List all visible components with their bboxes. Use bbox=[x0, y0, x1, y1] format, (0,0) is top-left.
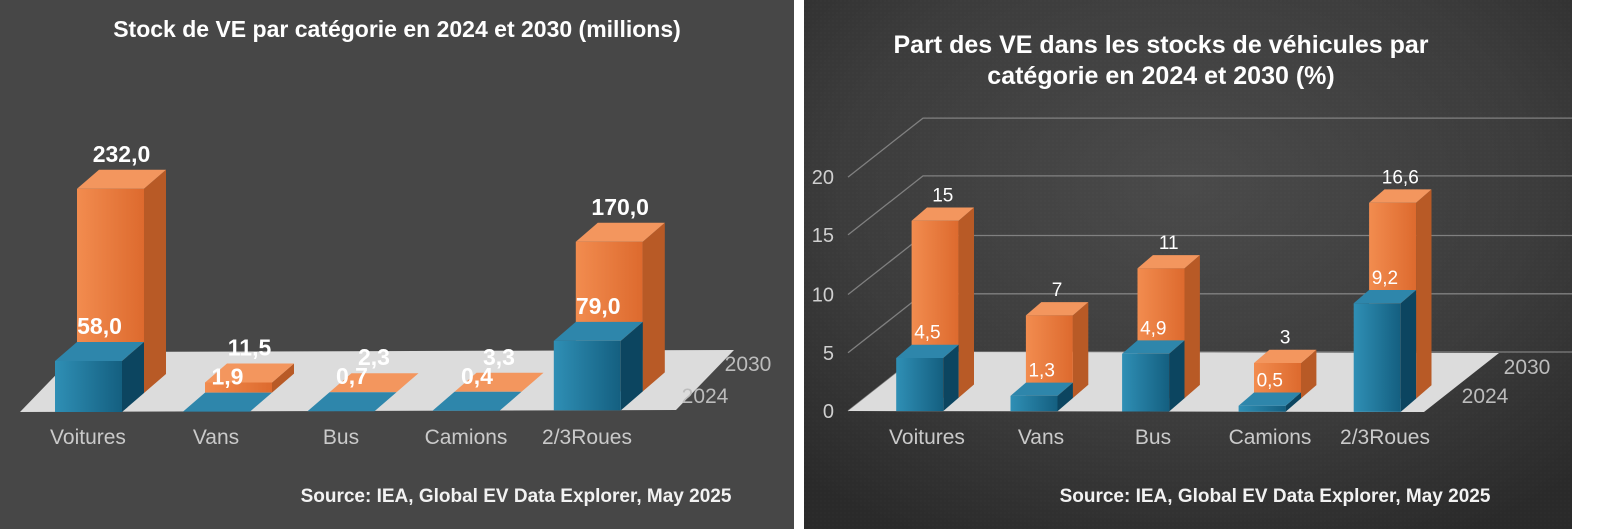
svg-text:5: 5 bbox=[823, 343, 834, 365]
svg-text:0,5: 0,5 bbox=[1257, 371, 1283, 392]
svg-text:1,9: 1,9 bbox=[212, 364, 244, 390]
svg-text:2/3Roues: 2/3Roues bbox=[542, 426, 632, 449]
svg-text:Part des VE dans les stocks de: Part des VE dans les stocks de véhicules… bbox=[894, 31, 1429, 59]
svg-text:1,3: 1,3 bbox=[1028, 361, 1054, 382]
svg-text:Source: IEA, Global EV Data Ex: Source: IEA, Global EV Data Explorer, Ma… bbox=[301, 486, 732, 507]
svg-text:58,0: 58,0 bbox=[77, 313, 122, 339]
svg-text:0,7: 0,7 bbox=[336, 363, 368, 389]
svg-text:11: 11 bbox=[1159, 233, 1179, 254]
svg-text:11,5: 11,5 bbox=[228, 335, 272, 361]
svg-text:Camions: Camions bbox=[425, 426, 508, 449]
svg-text:15: 15 bbox=[932, 186, 953, 207]
svg-text:2024: 2024 bbox=[682, 385, 729, 408]
svg-text:10: 10 bbox=[812, 285, 834, 307]
svg-text:2024: 2024 bbox=[1462, 385, 1509, 408]
svg-text:4,9: 4,9 bbox=[1140, 318, 1166, 339]
svg-text:232,0: 232,0 bbox=[93, 141, 151, 167]
svg-text:7: 7 bbox=[1052, 280, 1063, 301]
svg-text:Voitures: Voitures bbox=[889, 426, 965, 449]
svg-text:9,2: 9,2 bbox=[1372, 268, 1398, 289]
svg-text:Source: IEA, Global EV Data Ex: Source: IEA, Global EV Data Explorer, Ma… bbox=[1060, 486, 1491, 507]
svg-text:Bus: Bus bbox=[1135, 426, 1171, 449]
svg-text:4,5: 4,5 bbox=[914, 323, 940, 344]
svg-text:Camions: Camions bbox=[1229, 426, 1312, 449]
svg-text:20: 20 bbox=[812, 167, 834, 189]
svg-text:15: 15 bbox=[812, 225, 834, 247]
svg-text:Vans: Vans bbox=[193, 426, 239, 449]
svg-text:79,0: 79,0 bbox=[576, 293, 621, 319]
svg-text:16,6: 16,6 bbox=[1382, 167, 1419, 188]
svg-text:2030: 2030 bbox=[1504, 356, 1551, 379]
svg-text:Bus: Bus bbox=[323, 426, 359, 449]
svg-text:catégorie en 2024 et 2030 (%): catégorie en 2024 et 2030 (%) bbox=[987, 62, 1334, 90]
svg-text:Stock de VE par catégorie en: Stock de VE par catégorie en 2024 et 203… bbox=[113, 16, 681, 42]
svg-text:3: 3 bbox=[1280, 328, 1291, 349]
svg-text:170,0: 170,0 bbox=[591, 194, 649, 220]
svg-text:Vans: Vans bbox=[1018, 426, 1064, 449]
svg-text:Voitures: Voitures bbox=[50, 426, 126, 449]
svg-text:0,4: 0,4 bbox=[461, 363, 493, 389]
svg-text:2030: 2030 bbox=[725, 353, 772, 376]
svg-text:0: 0 bbox=[823, 401, 834, 423]
svg-text:2/3Roues: 2/3Roues bbox=[1340, 426, 1430, 449]
